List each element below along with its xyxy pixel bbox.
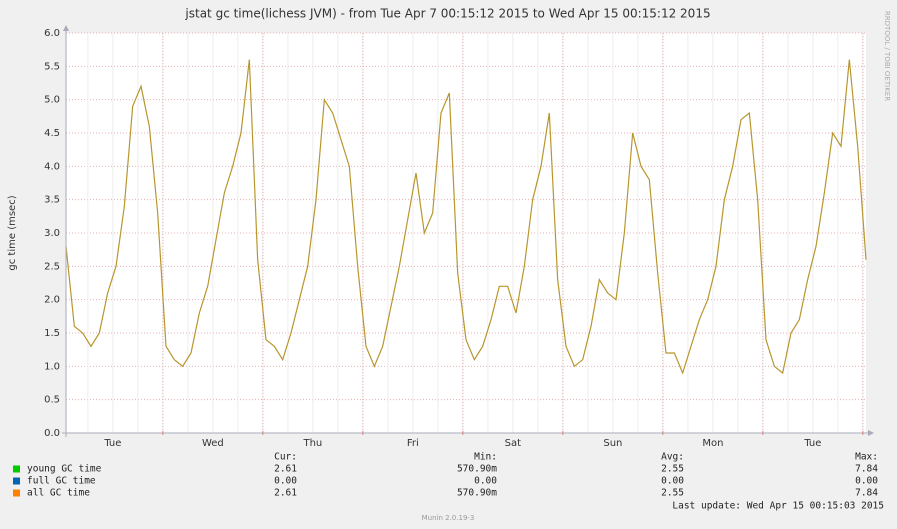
y-tick-label: 2.5 xyxy=(44,261,60,272)
line-series xyxy=(65,59,867,375)
side-label: RRDTOOL / TOBI OETIKER xyxy=(883,11,891,101)
x-tick-label: Thu xyxy=(302,438,322,449)
y-tick-label: 5.5 xyxy=(44,61,60,72)
y-tick-label: 4.5 xyxy=(44,128,60,139)
last-update: Last update: Wed Apr 15 00:15:03 2015 xyxy=(672,501,884,512)
y-tick-label: 4.0 xyxy=(44,161,60,172)
legend-stat: 7.84 xyxy=(855,464,878,475)
x-tick-label: Mon xyxy=(702,438,723,449)
legend-swatch xyxy=(13,489,20,497)
legend-stat: 0.00 xyxy=(274,476,297,487)
legend-stat: 2.61 xyxy=(274,488,297,499)
legend-stat: 2.61 xyxy=(274,464,297,475)
y-tick-label: 1.5 xyxy=(44,328,60,339)
legend-stat: 0.00 xyxy=(661,476,684,487)
legend-header: Cur: xyxy=(274,452,297,463)
y-tick-label: 1.0 xyxy=(44,361,60,372)
legend-header: Min: xyxy=(474,452,497,463)
legend-header: Max: xyxy=(855,452,878,463)
y-tick-label: 3.5 xyxy=(44,195,60,206)
x-tick-label: Tue xyxy=(803,438,821,449)
y-axis-label: gc time (msec) xyxy=(7,195,18,270)
y-arrow xyxy=(63,25,69,31)
x-tick-label: Tue xyxy=(103,438,121,449)
x-tick-label: Sun xyxy=(603,438,622,449)
legend-label: full GC time xyxy=(27,476,96,487)
legend-label: young GC time xyxy=(27,464,102,475)
legend-stat: 0.00 xyxy=(474,476,497,487)
marks xyxy=(65,59,867,375)
legend-stat: 0.00 xyxy=(855,476,878,487)
y-tick-label: 6.0 xyxy=(44,28,60,39)
legend-stat: 2.55 xyxy=(661,464,684,475)
chart-title: jstat gc time(lichess JVM) - from Tue Ap… xyxy=(184,7,710,21)
legend-stat: 570.90m xyxy=(457,464,497,475)
x-tick-label: Wed xyxy=(202,438,224,449)
y-tick-label: 2.0 xyxy=(44,295,60,306)
y-tick-label: 5.0 xyxy=(44,95,60,106)
legend-swatch xyxy=(13,477,20,485)
x-arrow xyxy=(868,430,874,436)
y-tick-label: 0.0 xyxy=(44,428,60,439)
legend-stat: 7.84 xyxy=(855,488,878,499)
legend-swatch xyxy=(13,465,20,473)
legend-stat: 570.90m xyxy=(457,488,497,499)
y-tick-label: 3.0 xyxy=(44,228,60,239)
y-tick-label: 0.5 xyxy=(44,395,60,406)
legend-stat: 2.55 xyxy=(661,488,684,499)
x-tick-label: Sat xyxy=(505,438,521,449)
grid xyxy=(66,32,866,434)
legend-header: Avg: xyxy=(661,452,684,463)
x-tick-label: Fri xyxy=(407,438,419,449)
legend-label: all GC time xyxy=(27,488,90,499)
footer: Munin 2.0.19-3 xyxy=(422,514,475,522)
